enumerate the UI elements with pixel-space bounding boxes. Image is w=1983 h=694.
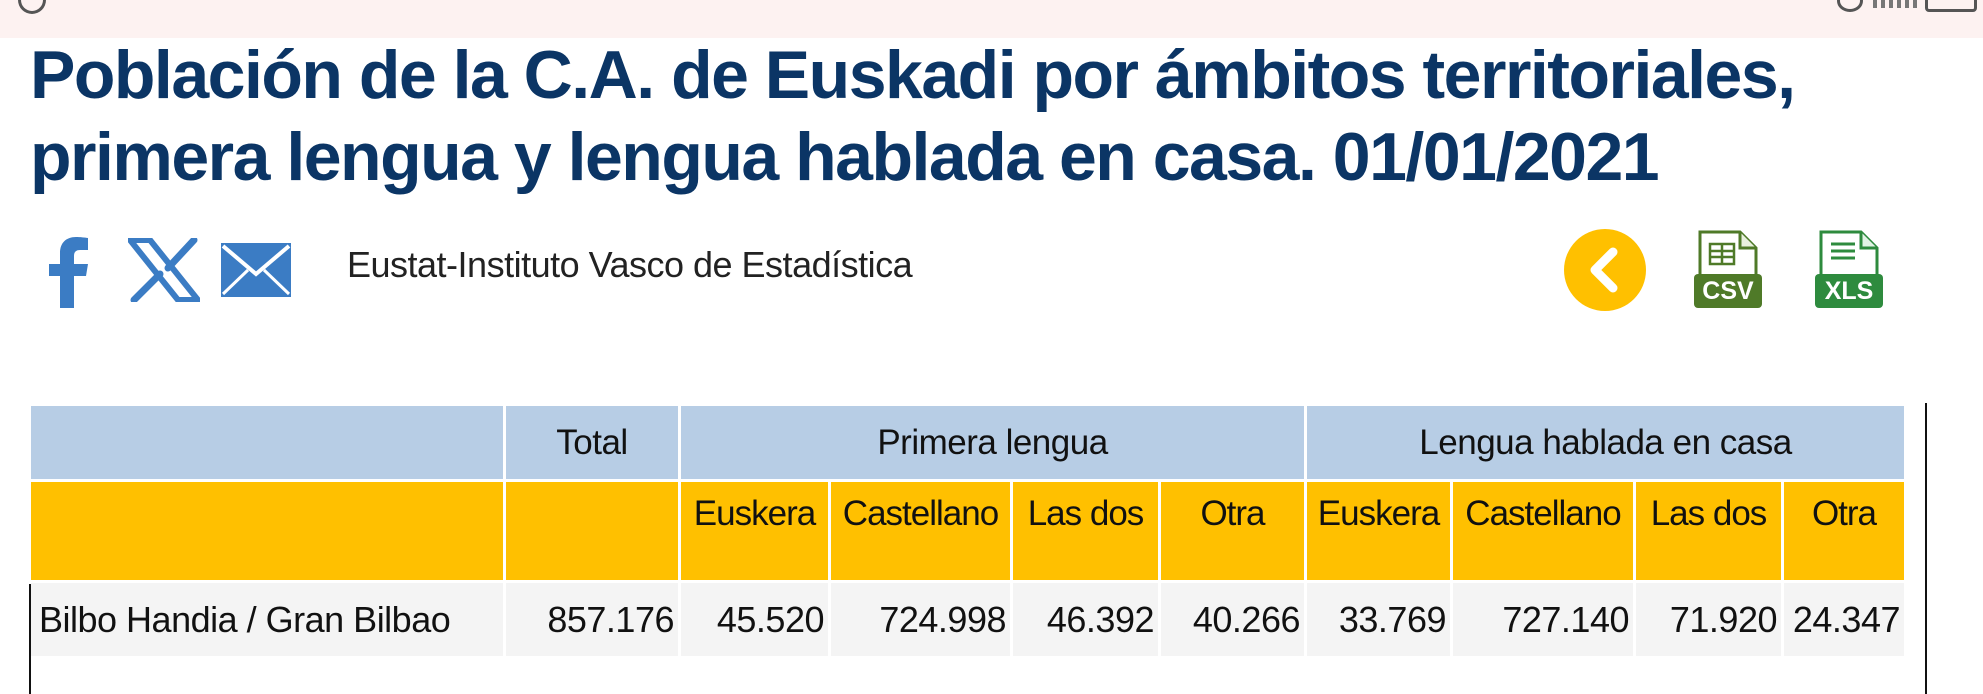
facebook-icon[interactable] [40, 232, 96, 313]
sub-header-las-dos: Las dos [1013, 482, 1158, 580]
cell-primera-euskera: 45.520 [681, 583, 828, 656]
group-header-row: Total Primera lengua Lengua hablada en c… [31, 406, 1904, 479]
cell-casa-euskera: 33.769 [1307, 583, 1450, 656]
source-label: Eustat-Instituto Vasco de Estadística [347, 244, 913, 285]
xls-label: XLS [1824, 277, 1874, 305]
xls-download-icon[interactable]: XLS [1815, 230, 1883, 315]
sub-header-otra: Otra [1784, 482, 1904, 580]
table-row: Bilbo Handia / Gran Bilbao 857.176 45.52… [31, 583, 1904, 656]
signal-icon [1873, 0, 1917, 8]
browser-top-bar [0, 0, 1983, 38]
mail-icon[interactable] [220, 242, 292, 303]
x-icon[interactable] [123, 236, 205, 307]
sub-header-castellano: Castellano [831, 482, 1010, 580]
refresh-icon[interactable] [18, 0, 46, 14]
table-border [1925, 403, 1927, 694]
chevron-left-icon[interactable] [1563, 228, 1647, 317]
empty-total-sub-header [506, 482, 678, 580]
cell-primera-otra: 40.266 [1161, 583, 1304, 656]
row-label: Bilbo Handia / Gran Bilbao [31, 583, 503, 656]
battery-icon [1925, 0, 1977, 12]
cell-total: 857.176 [506, 583, 678, 656]
table-border [29, 584, 31, 694]
cell-primera-las-dos: 46.392 [1013, 583, 1158, 656]
sub-header-euskera: Euskera [1307, 482, 1450, 580]
cell-primera-castellano: 724.998 [831, 583, 1010, 656]
sub-header-row: Euskera Castellano Las dos Otra Euskera … [31, 482, 1904, 580]
cell-casa-otra: 24.347 [1784, 583, 1904, 656]
cell-casa-castellano: 727.140 [1453, 583, 1633, 656]
lengua-hablada-header: Lengua hablada en casa [1307, 406, 1904, 479]
csv-label: CSV [1702, 277, 1754, 305]
sub-header-castellano: Castellano [1453, 482, 1633, 580]
primera-lengua-header: Primera lengua [681, 406, 1304, 479]
page-title: Población de la C.A. de Euskadi por ámbi… [30, 37, 1796, 195]
cell-casa-las-dos: 71.920 [1636, 583, 1781, 656]
corner-header-cell [31, 406, 503, 479]
population-table: Total Primera lengua Lengua hablada en c… [28, 403, 1907, 659]
sub-header-las-dos: Las dos [1636, 482, 1781, 580]
sub-header-otra: Otra [1161, 482, 1304, 580]
sub-header-euskera: Euskera [681, 482, 828, 580]
total-header: Total [506, 406, 678, 479]
csv-download-icon[interactable]: CSV [1694, 230, 1762, 315]
empty-sub-header [31, 482, 503, 580]
alarm-icon [1837, 0, 1863, 12]
